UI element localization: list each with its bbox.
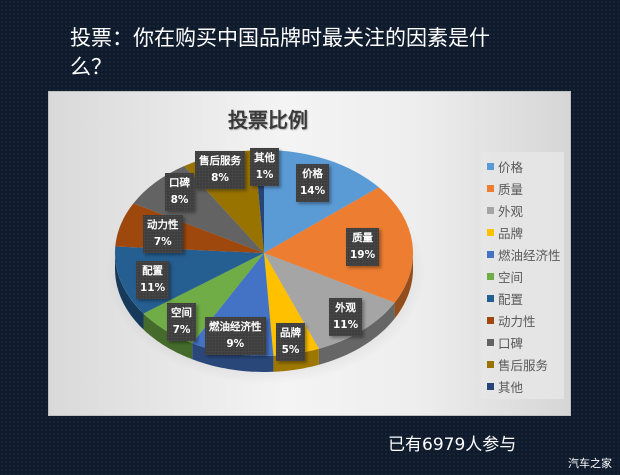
pie-side-6 <box>115 253 144 330</box>
data-label-value: 8% <box>211 172 229 184</box>
data-label: 动力性 7% <box>143 215 183 253</box>
legend-item[interactable]: 价格 <box>481 155 564 177</box>
legend-swatch-icon <box>487 360 494 368</box>
legend-item[interactable]: 动力性 <box>481 309 564 331</box>
page-title: 投票：你在购买中国品牌时最关注的因素是什么？ <box>70 26 490 79</box>
data-label: 价格 14% <box>296 164 330 202</box>
legend-label: 质量 <box>498 181 524 197</box>
legend-item[interactable]: 品牌 <box>481 221 564 243</box>
participant-count: 已有6979人参与 <box>388 435 517 455</box>
data-label-category: 燃油经济性 <box>209 321 262 333</box>
legend-swatch-icon <box>487 294 494 302</box>
data-label: 质量 19% <box>346 228 380 266</box>
data-label-category: 其他 <box>254 152 275 164</box>
legend-swatch-icon <box>487 338 494 346</box>
data-label-value: 11% <box>140 282 166 294</box>
legend-swatch-icon <box>487 250 494 258</box>
legend-label: 外观 <box>498 203 524 219</box>
legend-item[interactable]: 其他 <box>481 375 564 397</box>
legend-label: 动力性 <box>498 313 536 329</box>
data-label-category: 价格 <box>302 168 324 180</box>
legend-label: 空间 <box>498 269 524 285</box>
data-label-value: 19% <box>350 249 376 261</box>
legend-swatch-icon <box>487 316 494 324</box>
legend-swatch-icon <box>487 206 494 214</box>
legend-label: 其他 <box>498 379 524 395</box>
data-label-value: 7% <box>153 236 172 248</box>
data-label-category: 动力性 <box>147 219 179 231</box>
legend-item[interactable]: 空间 <box>481 265 564 287</box>
pie-slice-1[interactable] <box>264 187 414 303</box>
data-label-category: 品牌 <box>280 327 301 339</box>
legend-swatch-icon <box>487 162 494 170</box>
data-label-value: 9% <box>226 338 245 350</box>
data-label-value: 7% <box>172 324 191 336</box>
data-label-category: 配置 <box>142 265 164 277</box>
legend-swatch-icon <box>487 272 494 280</box>
data-label-category: 质量 <box>352 232 374 244</box>
legend-label: 价格 <box>498 159 524 175</box>
data-label: 配置 11% <box>136 261 170 299</box>
watermark: 汽车之家 <box>568 457 612 470</box>
data-label: 燃油经济性 9% <box>205 317 266 355</box>
legend-item[interactable]: 售后服务 <box>481 353 564 375</box>
legend-swatch-icon <box>487 228 494 236</box>
legend-label: 售后服务 <box>498 357 549 373</box>
data-label-category: 空间 <box>171 307 192 319</box>
legend-label: 口碑 <box>498 335 524 351</box>
data-label-value: 8% <box>170 194 189 206</box>
legend-item[interactable]: 配置 <box>481 287 564 309</box>
legend-item[interactable]: 外观 <box>481 199 564 221</box>
pie-side-1 <box>394 253 413 319</box>
data-label-value: 14% <box>300 185 326 197</box>
data-label: 外观 11% <box>329 298 363 336</box>
legend-swatch-icon <box>487 382 494 390</box>
data-label: 品牌 5% <box>276 323 305 361</box>
data-label-category: 外观 <box>335 302 357 314</box>
chart-title: 投票比例 <box>228 108 308 132</box>
data-label-value: 5% <box>281 344 300 356</box>
legend-item[interactable]: 质量 <box>481 177 564 199</box>
legend-label: 配置 <box>498 291 524 307</box>
chart-legend: 价格质量外观品牌燃油经济性空间配置动力性口碑售后服务其他 <box>481 152 564 399</box>
data-label: 售后服务 8% <box>195 151 245 189</box>
data-label-category: 售后服务 <box>199 155 241 167</box>
data-label-value: 11% <box>333 319 359 331</box>
legend-swatch-icon <box>487 184 494 192</box>
legend-label: 品牌 <box>498 225 524 241</box>
data-label-category: 口碑 <box>169 177 190 189</box>
data-label: 其他 1% <box>250 148 279 186</box>
legend-label: 燃油经济性 <box>498 247 561 263</box>
legend-item[interactable]: 燃油经济性 <box>481 243 564 265</box>
legend-item[interactable]: 口碑 <box>481 331 564 353</box>
data-label: 口碑 8% <box>165 173 194 211</box>
data-label-value: 1% <box>255 169 274 181</box>
data-label: 空间 7% <box>167 303 196 341</box>
